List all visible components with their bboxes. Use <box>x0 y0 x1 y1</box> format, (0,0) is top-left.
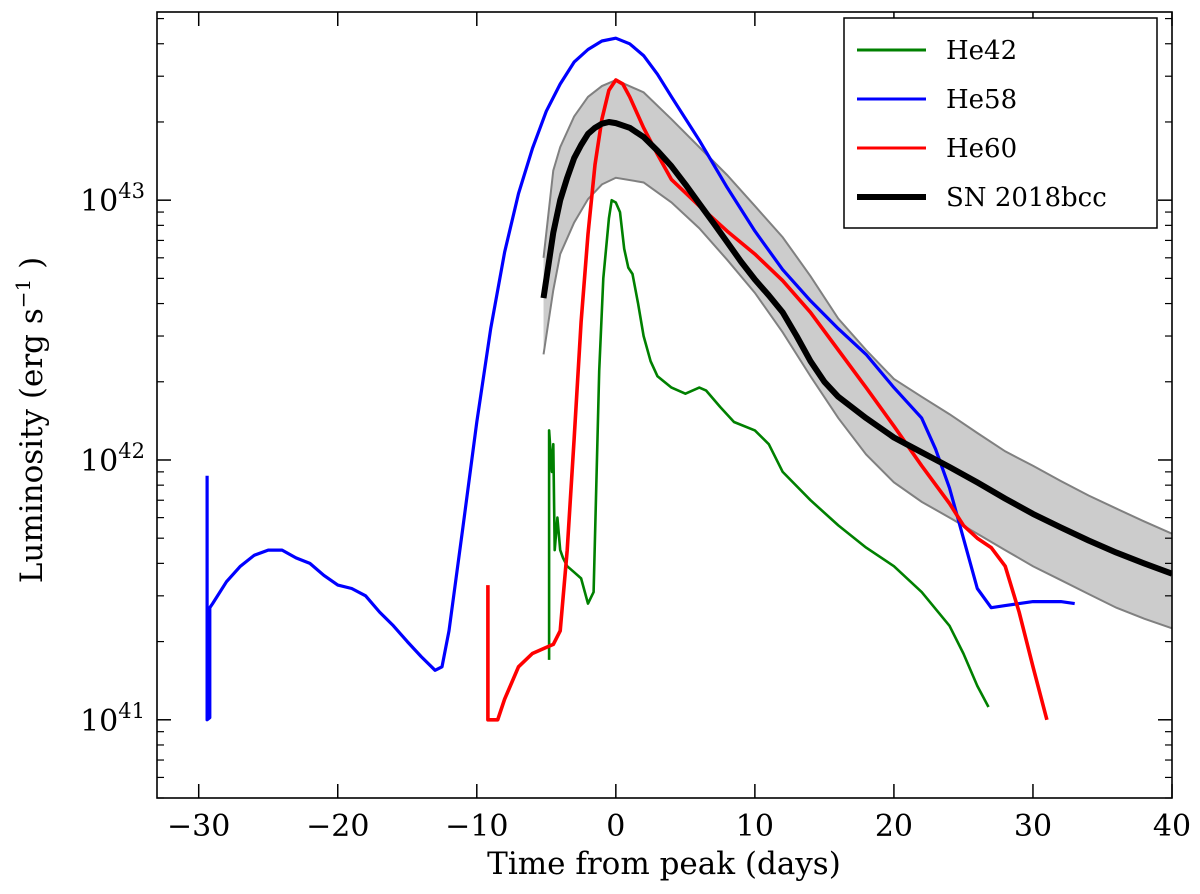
x-tick-label: −20 <box>306 809 369 844</box>
uncertainty-band-upper-edge <box>542 78 1172 535</box>
x-tick-label: −10 <box>445 809 508 844</box>
series-line-he60 <box>486 78 1049 722</box>
x-tick-labels: −30 −20 −10 0 10 20 30 40 <box>167 809 1191 844</box>
ticks-layer <box>157 12 1173 799</box>
legend-label-he60: He60 <box>946 134 1017 164</box>
y-axis-label-exponent: −1 <box>11 279 35 308</box>
series-line-he42 <box>547 198 990 708</box>
legend-label-he42: He42 <box>946 36 1017 66</box>
legend: He42 He58 He60 SN 2018bcc <box>843 17 1158 229</box>
y-tick-label: 1041 <box>80 699 145 739</box>
x-tick-label: 40 <box>1153 809 1191 844</box>
series-layer <box>205 36 1172 722</box>
y-axis-label-close: ) <box>14 257 50 279</box>
y-tick-label: 1043 <box>80 179 145 219</box>
legend-label-he58: He58 <box>946 85 1017 115</box>
x-tick-label: −30 <box>167 809 230 844</box>
x-tick-label: 30 <box>1014 809 1052 844</box>
legend-box <box>843 17 1158 229</box>
y-tick-labels: 1041 1042 1043 <box>80 179 145 739</box>
y-axis-label-main: Luminosity (erg s <box>14 308 50 583</box>
x-tick-label: 20 <box>875 809 913 844</box>
series-line-sn-2018bcc <box>540 119 1172 577</box>
y-tick-label: 1042 <box>80 439 145 479</box>
x-tick-label: 10 <box>736 809 774 844</box>
x-tick-label: 0 <box>606 809 625 844</box>
uncertainty-band <box>543 80 1172 629</box>
legend-label-sn2018bcc: SN 2018bcc <box>946 183 1107 213</box>
plot-frame <box>156 11 1173 799</box>
x-axis-label: Time from peak (days) <box>487 846 841 882</box>
y-axis-label: Luminosity (erg s−1 ) <box>11 257 50 583</box>
